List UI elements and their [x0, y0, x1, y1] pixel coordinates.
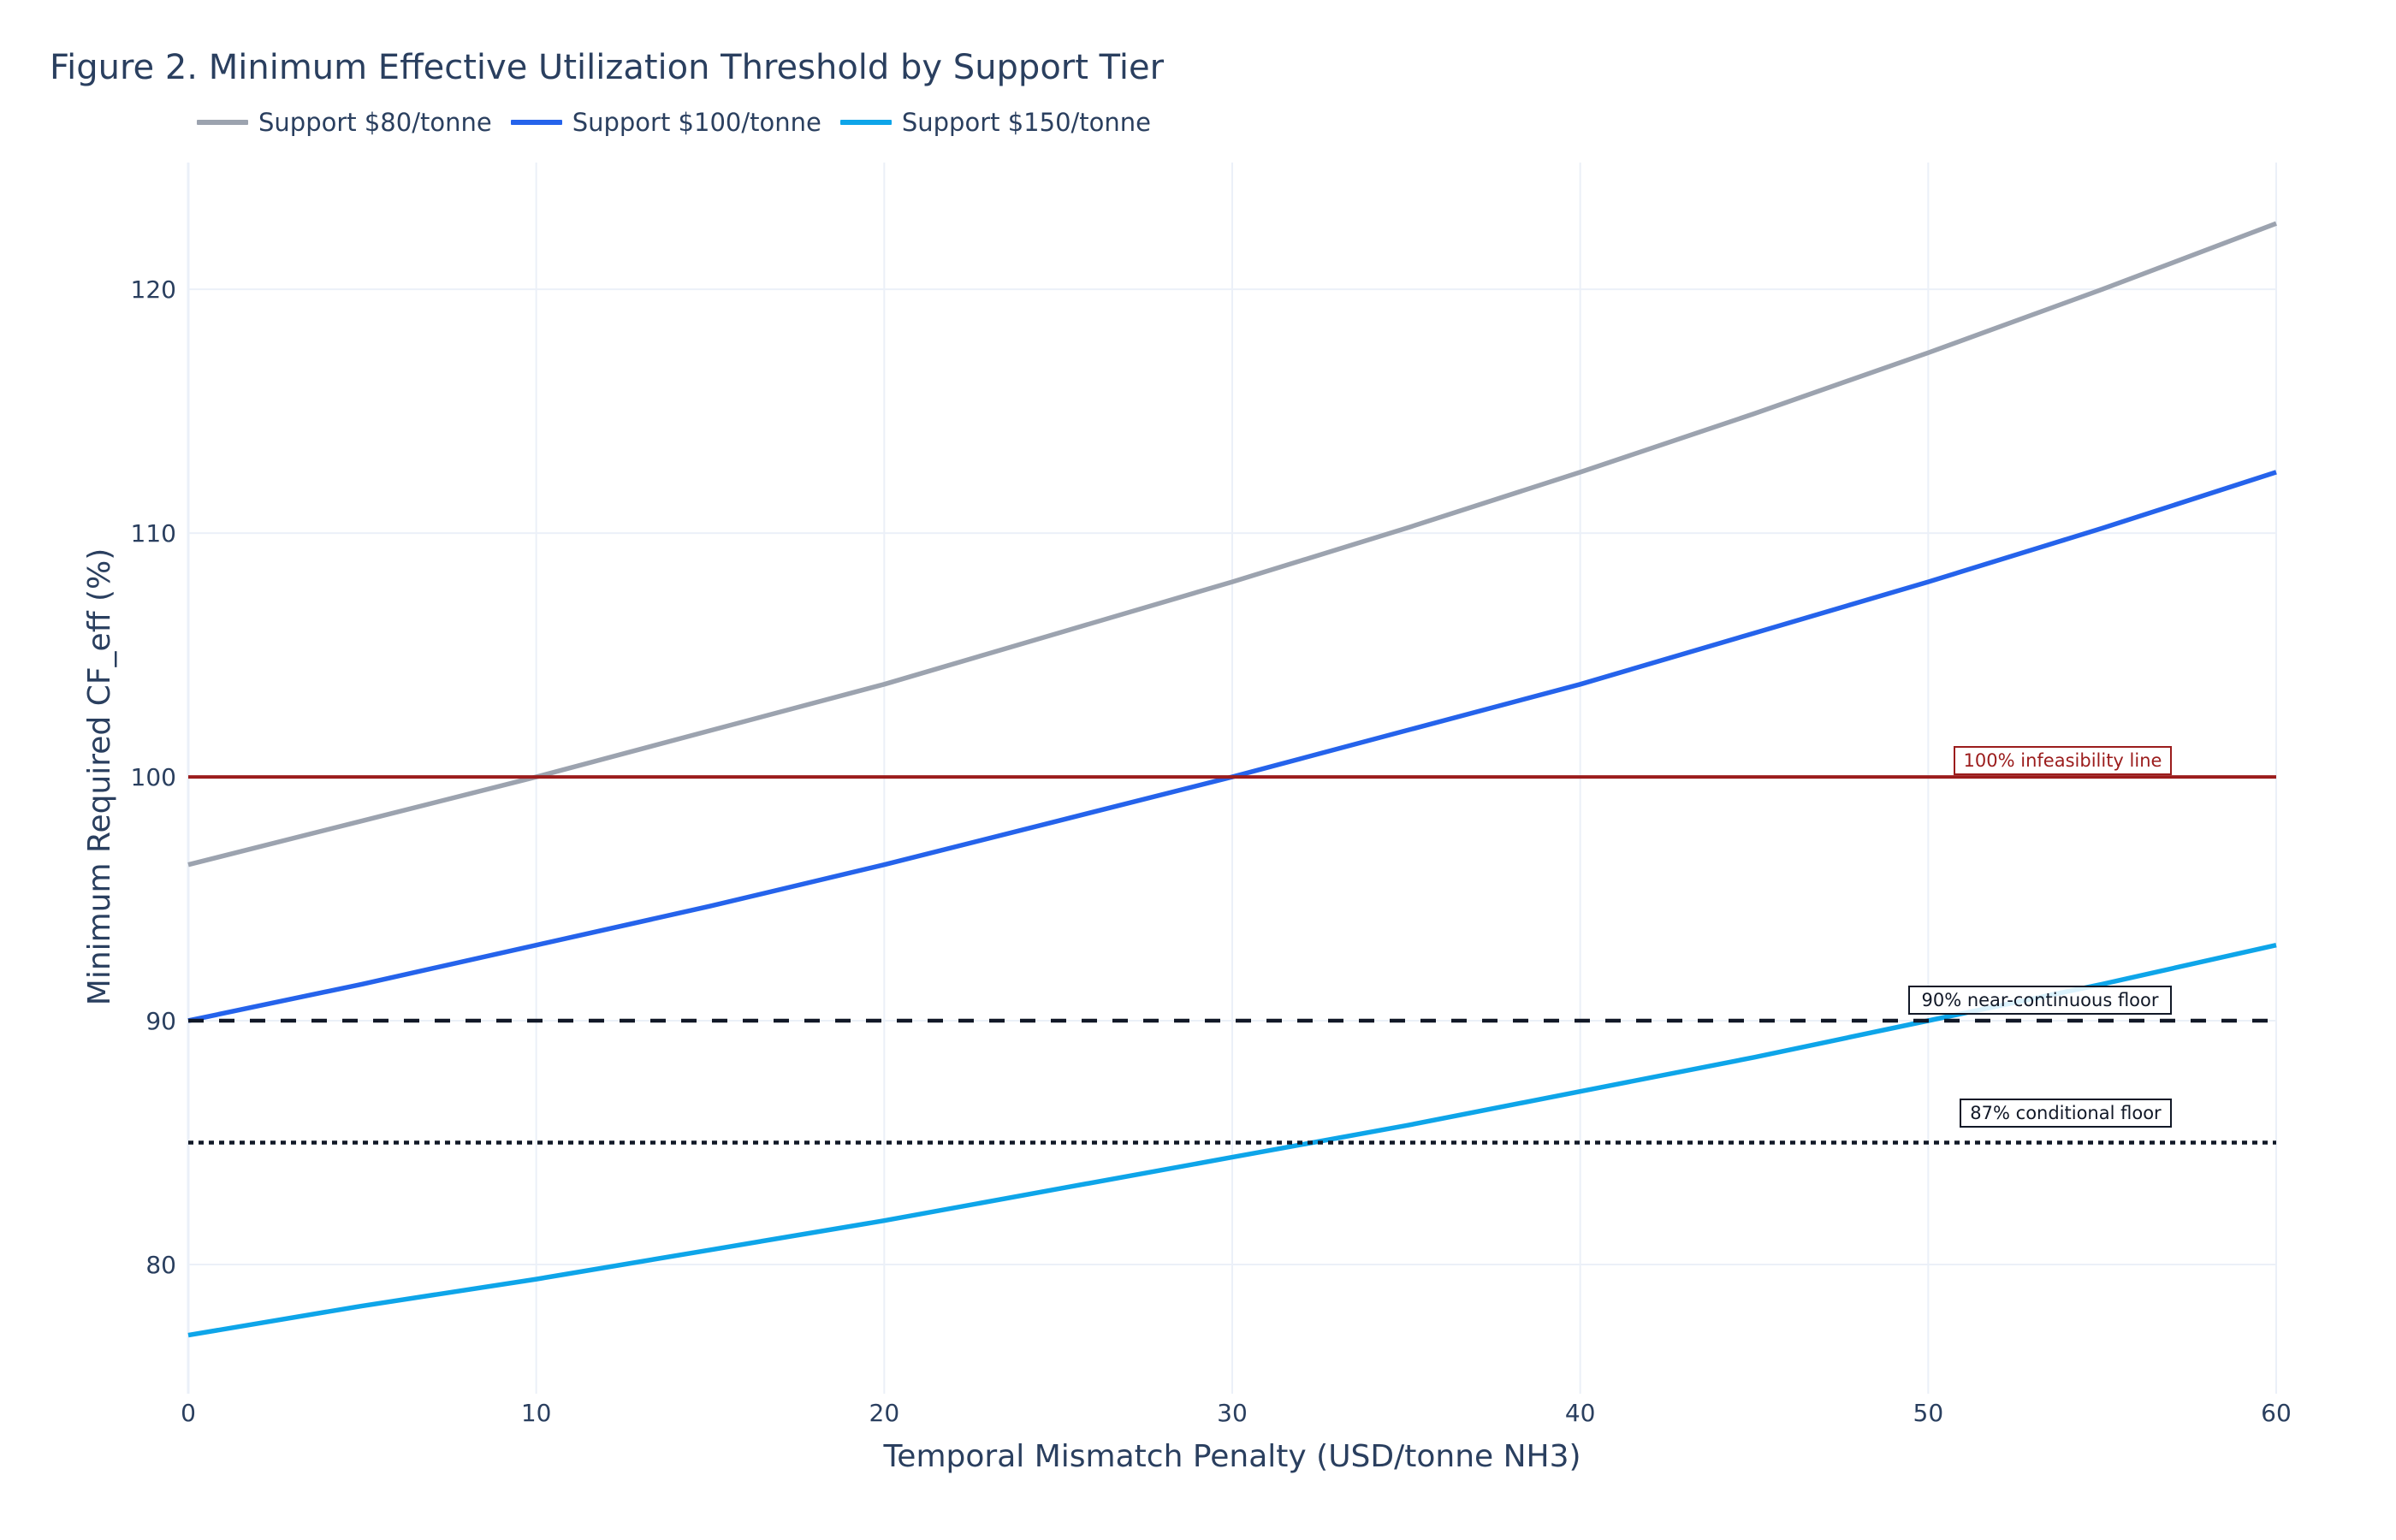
annotations: 100% infeasibility line 90% near-continuo… — [1908, 746, 2172, 1128]
legend-label: Support $80/tonne — [258, 108, 492, 137]
x-tick-label: 50 — [1913, 1399, 1944, 1427]
axis-ticks: 0 10 20 30 40 50 60 80 90 100 110 120 — [131, 275, 2292, 1427]
y-tick-label: 100 — [131, 763, 176, 791]
x-tick-label: 10 — [521, 1399, 552, 1427]
legend: Support $80/tonne Support $100/tonne Sup… — [197, 106, 1170, 139]
y-tick-label: 120 — [131, 275, 176, 304]
legend-label: Support $150/tonne — [901, 108, 1152, 137]
annotation-box — [1908, 986, 2172, 1015]
annotation-label: 90% near-continuous floor — [1921, 990, 2158, 1010]
y-tick-label: 110 — [131, 519, 176, 548]
x-tick-label: 0 — [181, 1399, 196, 1427]
legend-item-support-150[interactable]: Support $150/tonne — [839, 108, 1152, 137]
y-tick-label: 90 — [145, 1007, 176, 1035]
legend-line-icon — [197, 120, 248, 125]
legend-label: Support $100/tonne — [572, 108, 821, 137]
legend-line-icon — [510, 120, 562, 125]
x-axis-title: Temporal Mismatch Penalty (USD/tonne NH3… — [882, 1439, 1581, 1474]
x-tick-label: 30 — [1217, 1399, 1248, 1427]
annotation-label: 100% infeasibility line — [1964, 750, 2162, 771]
annotation-label: 87% conditional floor — [1970, 1103, 2162, 1123]
legend-item-support-100[interactable]: Support $100/tonne — [510, 108, 821, 137]
x-tick-label: 20 — [869, 1399, 900, 1427]
legend-line-icon — [839, 120, 892, 125]
legend-item-support-80[interactable]: Support $80/tonne — [197, 108, 492, 137]
chart-title: Figure 2. Minimum Effective Utilization … — [50, 48, 1165, 87]
annotation-box — [1960, 1099, 2172, 1128]
annotation-box — [1954, 746, 2172, 775]
y-tick-label: 80 — [145, 1251, 176, 1279]
x-tick-label: 60 — [2261, 1399, 2292, 1427]
x-tick-label: 40 — [1565, 1399, 1596, 1427]
y-axis-title: Minimum Required CF_eff (%) — [82, 548, 117, 1005]
reference-lines — [188, 775, 2276, 1145]
